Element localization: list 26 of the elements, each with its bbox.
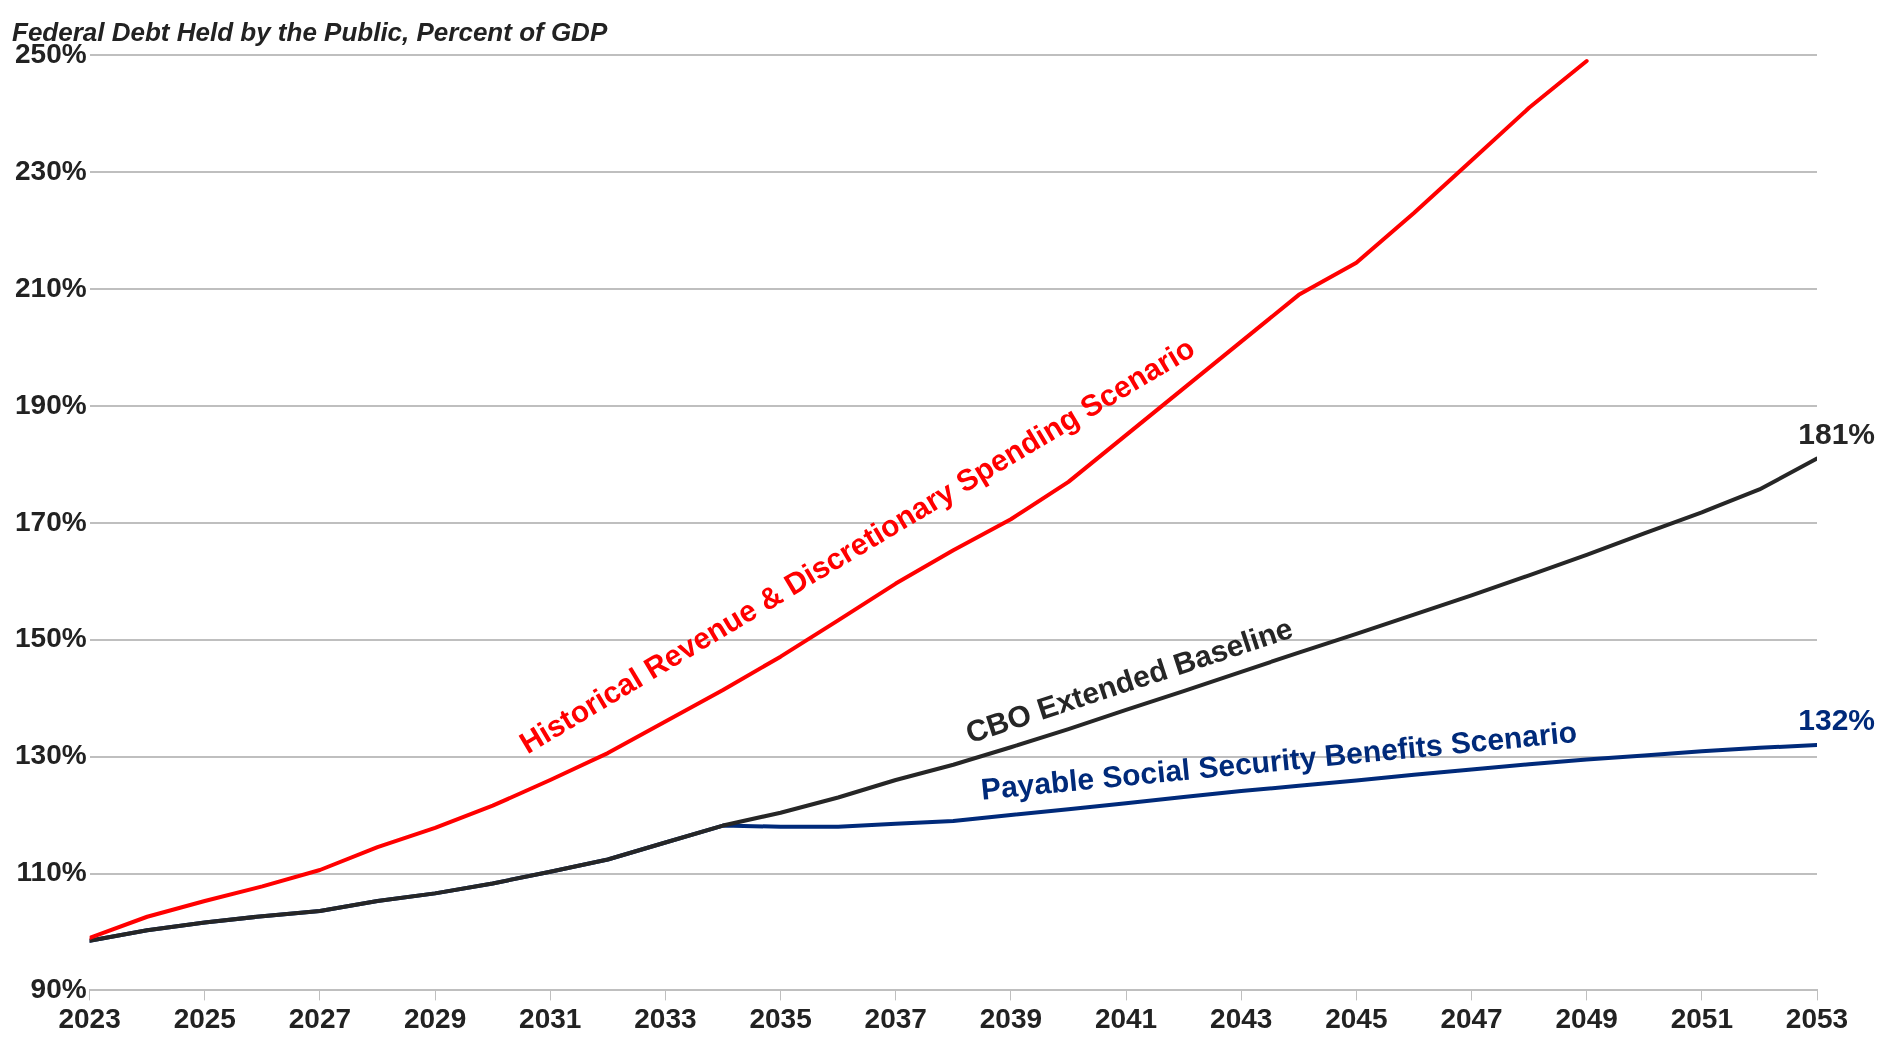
data-label: 132% <box>1798 703 1875 737</box>
x-tick-label: 2047 <box>1440 1002 1503 1034</box>
y-tick-label: 130% <box>14 739 87 771</box>
x-tick-label: 2033 <box>634 1002 697 1034</box>
x-tick-label: 2035 <box>749 1002 812 1034</box>
x-tick-label: 2041 <box>1094 1002 1158 1034</box>
y-tick-label: 170% <box>14 505 87 537</box>
data-label: 181% <box>1798 416 1875 450</box>
x-tick-label: 2037 <box>864 1002 927 1034</box>
x-tick-label: 2051 <box>1670 1002 1733 1034</box>
x-tick-label: 2023 <box>58 1002 121 1034</box>
x-tick-label: 2031 <box>519 1002 582 1034</box>
x-tick-label: 2043 <box>1210 1002 1273 1034</box>
x-tick-label: 2025 <box>173 1002 236 1034</box>
x-tick-label: 2039 <box>979 1002 1043 1034</box>
x-tick-label: 2027 <box>288 1002 352 1034</box>
x-tick-label: 2029 <box>403 1002 467 1034</box>
x-tick-label: 2045 <box>1325 1002 1388 1034</box>
y-tick-label: 230% <box>14 154 87 186</box>
y-tick-label: 190% <box>14 388 87 420</box>
y-tick-label: 110% <box>16 856 87 888</box>
x-tick-label: 2049 <box>1555 1002 1618 1034</box>
y-tick-label: 150% <box>14 622 87 654</box>
y-tick-label: 210% <box>14 271 87 303</box>
x-tick-label: 2053 <box>1785 1002 1849 1034</box>
y-tick-label: 90% <box>30 973 87 1005</box>
